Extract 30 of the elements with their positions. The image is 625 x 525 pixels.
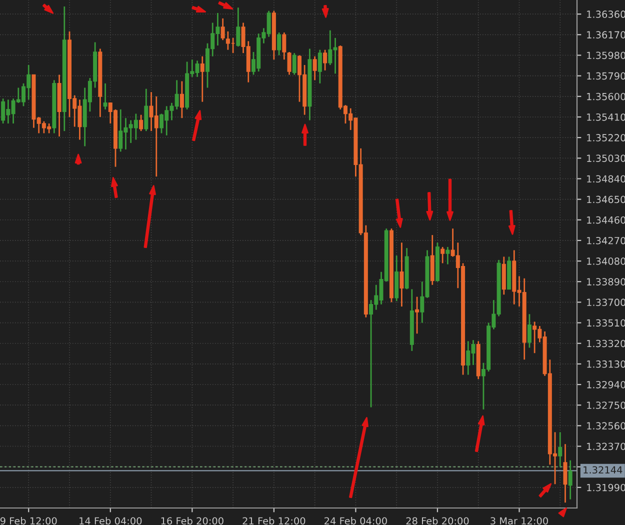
candlestick	[527, 313, 532, 348]
candlestick	[323, 49, 328, 72]
candlestick	[563, 443, 568, 504]
x-tick-label: 16 Feb 20:00	[161, 517, 224, 525]
candlestick	[415, 296, 420, 334]
candlestick	[139, 114, 144, 132]
candlestick	[446, 246, 450, 265]
candlestick	[400, 242, 404, 308]
x-tick-label: 24 Feb 04:00	[324, 517, 387, 525]
ref-line-label: 1.32144	[584, 466, 622, 474]
candlestick	[312, 56, 317, 81]
x-tick-label: 3 Mar 12:00	[490, 517, 548, 525]
x-tick-label: 21 Feb 12:00	[242, 517, 306, 525]
candlestick	[220, 18, 225, 41]
x-tick-label: 28 Feb 20:00	[406, 517, 469, 525]
candlestick	[440, 246, 445, 264]
candlestick	[180, 80, 184, 119]
candlestick	[282, 32, 286, 60]
x-tick-label: 14 Feb 04:00	[80, 517, 142, 525]
candlestick	[200, 56, 204, 103]
candlestick	[558, 431, 562, 468]
candlestick	[236, 6, 240, 48]
candlestick	[103, 82, 108, 110]
candlestick	[568, 460, 572, 500]
candlestick	[144, 88, 148, 132]
x-tick-label: 9 Feb 12:00	[0, 517, 57, 525]
candlestick	[292, 52, 296, 76]
candlestick	[277, 32, 282, 56]
candlestick	[287, 51, 292, 76]
candlestick	[318, 49, 322, 84]
